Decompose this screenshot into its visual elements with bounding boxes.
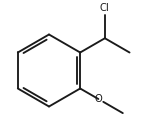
Text: O: O [94, 94, 102, 104]
Text: Cl: Cl [100, 3, 110, 14]
